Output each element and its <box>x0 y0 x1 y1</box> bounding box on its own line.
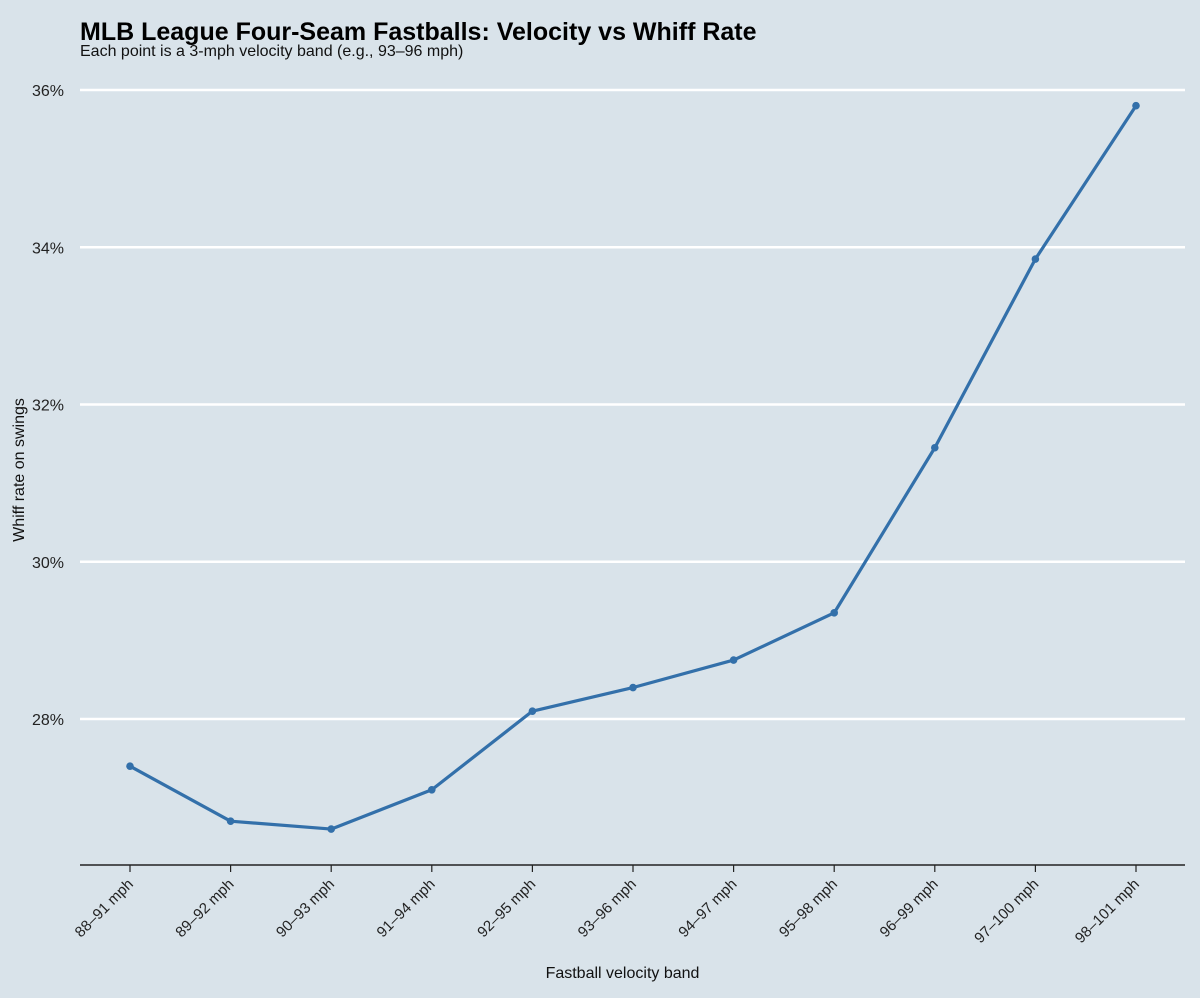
data-point <box>830 609 838 617</box>
x-tick-label: 98–101 mph <box>1072 876 1143 947</box>
x-axis-label: Fastball velocity band <box>546 965 700 982</box>
data-point <box>528 707 537 715</box>
x-tick-label: 96–99 mph <box>877 876 942 941</box>
data-point <box>1031 255 1040 263</box>
data-point <box>126 762 134 770</box>
y-tick-label: 36% <box>32 83 64 100</box>
x-tick-label: 93–96 mph <box>575 876 640 941</box>
y-tick-label: 32% <box>32 398 64 415</box>
data-point <box>226 817 235 826</box>
x-tick-label: 92–95 mph <box>474 876 539 941</box>
x-tick-label: 91–94 mph <box>374 876 439 941</box>
data-point <box>1132 101 1140 110</box>
y-tick-label: 28% <box>32 712 64 729</box>
data-point <box>931 443 939 452</box>
chart-subtitle: Each point is a 3-mph velocity band (e.g… <box>80 43 464 60</box>
y-tick-label: 30% <box>32 555 64 572</box>
data-point <box>729 656 738 664</box>
data-point <box>629 683 637 692</box>
data-point <box>327 825 336 833</box>
chart-title: MLB League Four-Seam Fastballs: Velocity… <box>80 18 757 46</box>
data-point <box>428 785 436 794</box>
y-tick-label: 34% <box>32 240 64 257</box>
x-tick-label: 90–93 mph <box>273 876 338 941</box>
x-tick-label: 88–91 mph <box>72 876 137 941</box>
x-tick-label: 94–97 mph <box>675 876 740 941</box>
x-tick-label: 89–92 mph <box>172 876 237 941</box>
series-line <box>129 104 1138 831</box>
y-axis-label: Whiff rate on swings <box>11 398 28 542</box>
x-tick-label: 95–98 mph <box>776 876 841 941</box>
x-tick-label: 97–100 mph <box>971 876 1042 947</box>
